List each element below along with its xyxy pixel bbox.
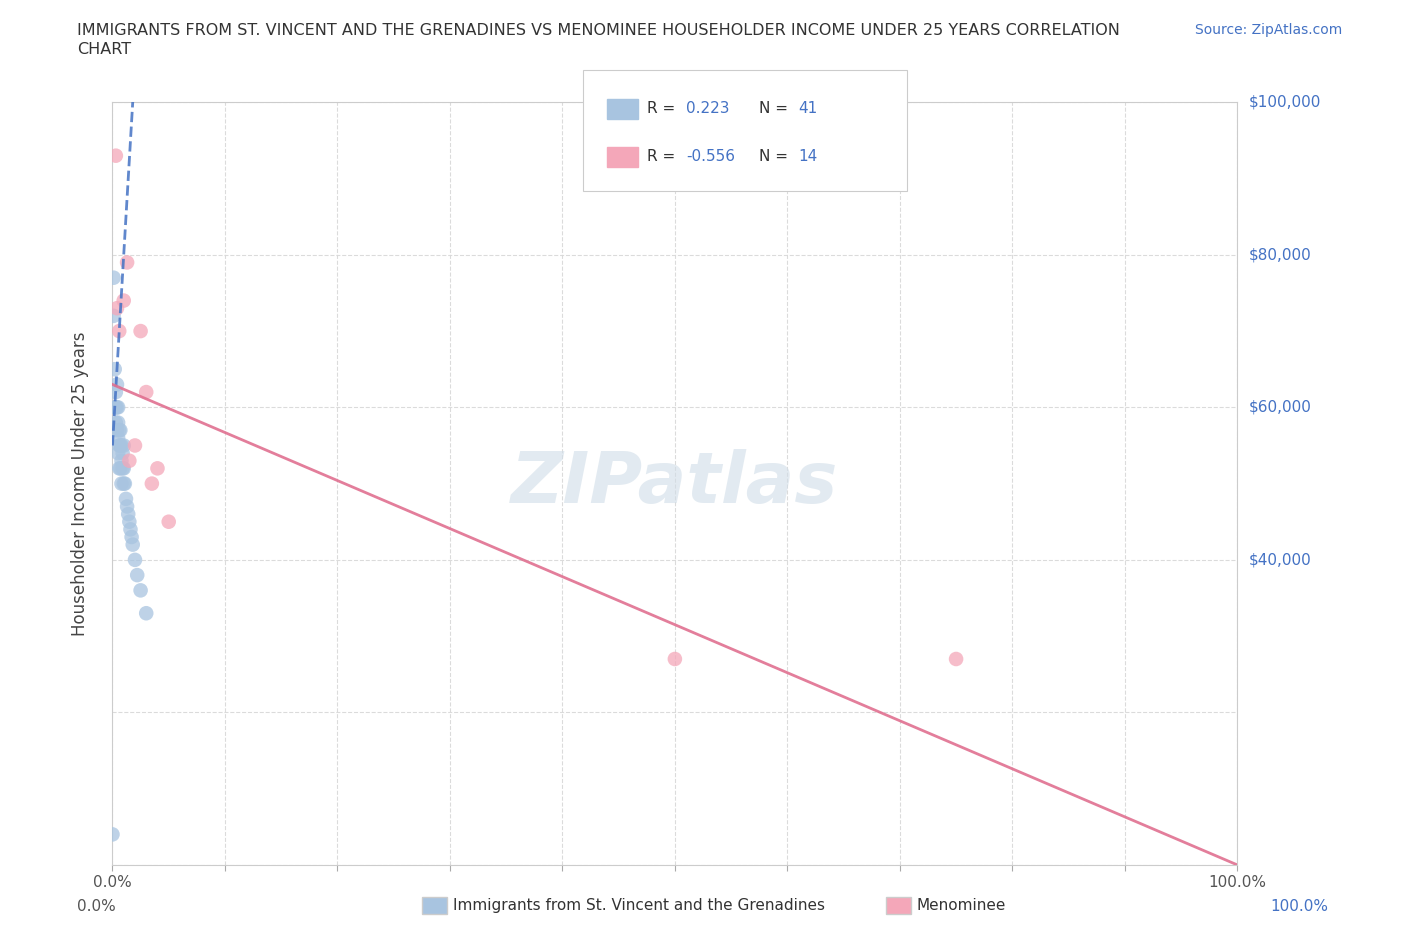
Point	[135, 385, 157, 400]
Point	[135, 605, 157, 620]
Point	[118, 514, 141, 529]
Point	[101, 827, 124, 842]
Y-axis label: Householder Income Under 25 years: Householder Income Under 25 years	[70, 331, 89, 636]
Text: $100,000: $100,000	[1249, 95, 1320, 110]
Text: ZIPatlas: ZIPatlas	[512, 449, 838, 518]
Point	[104, 362, 127, 377]
Point	[108, 461, 131, 476]
Point	[664, 652, 686, 667]
Point	[104, 400, 127, 415]
Point	[112, 461, 135, 476]
Point	[110, 438, 132, 453]
Point	[112, 476, 135, 491]
Text: 41: 41	[799, 100, 818, 115]
Point	[112, 438, 135, 453]
Point	[105, 400, 128, 415]
Text: 100.0%: 100.0%	[1271, 899, 1329, 914]
Point	[110, 423, 132, 438]
Point	[120, 522, 142, 537]
Text: R =: R =	[647, 149, 675, 164]
Point	[104, 148, 127, 163]
Point	[121, 529, 143, 544]
Text: $40,000: $40,000	[1249, 552, 1312, 567]
Point	[111, 445, 134, 460]
Point	[124, 552, 146, 567]
Point	[104, 385, 127, 400]
Point	[103, 271, 125, 286]
Point	[110, 461, 132, 476]
Text: -0.556: -0.556	[686, 149, 735, 164]
Text: 0.0%: 0.0%	[77, 899, 117, 914]
Point	[105, 423, 128, 438]
Text: N =: N =	[759, 100, 789, 115]
Point	[108, 423, 131, 438]
Text: Immigrants from St. Vincent and the Grenadines: Immigrants from St. Vincent and the Gren…	[453, 898, 825, 913]
Point	[146, 461, 169, 476]
Point	[107, 400, 129, 415]
Point	[108, 438, 131, 453]
Point	[945, 652, 967, 667]
Point	[118, 453, 141, 468]
Point	[110, 453, 132, 468]
Text: 14: 14	[799, 149, 818, 164]
Text: CHART: CHART	[77, 42, 131, 57]
Point	[115, 491, 138, 506]
Point	[105, 377, 128, 392]
Text: $60,000: $60,000	[1249, 400, 1312, 415]
Text: $80,000: $80,000	[1249, 247, 1312, 262]
Point	[112, 293, 135, 308]
Point	[115, 255, 138, 270]
Point	[129, 324, 152, 339]
Point	[129, 583, 152, 598]
Point	[103, 309, 125, 324]
Point	[111, 461, 134, 476]
Point	[110, 476, 132, 491]
Point	[107, 415, 129, 430]
Text: 0.223: 0.223	[686, 100, 730, 115]
Point	[114, 476, 136, 491]
Text: R =: R =	[647, 100, 675, 115]
Point	[107, 431, 129, 445]
Point	[105, 300, 128, 315]
Point	[124, 438, 146, 453]
Point	[104, 415, 127, 430]
Point	[141, 476, 163, 491]
Text: Source: ZipAtlas.com: Source: ZipAtlas.com	[1195, 23, 1343, 37]
Point	[104, 400, 127, 415]
Point	[108, 324, 131, 339]
Point	[157, 514, 180, 529]
Point	[117, 507, 139, 522]
Point	[110, 438, 132, 453]
Text: Menominee: Menominee	[917, 898, 1007, 913]
Text: N =: N =	[759, 149, 789, 164]
Point	[121, 538, 143, 552]
Text: IMMIGRANTS FROM ST. VINCENT AND THE GRENADINES VS MENOMINEE HOUSEHOLDER INCOME U: IMMIGRANTS FROM ST. VINCENT AND THE GREN…	[77, 23, 1121, 38]
Point	[115, 499, 138, 514]
Point	[107, 445, 129, 460]
Point	[127, 567, 149, 582]
